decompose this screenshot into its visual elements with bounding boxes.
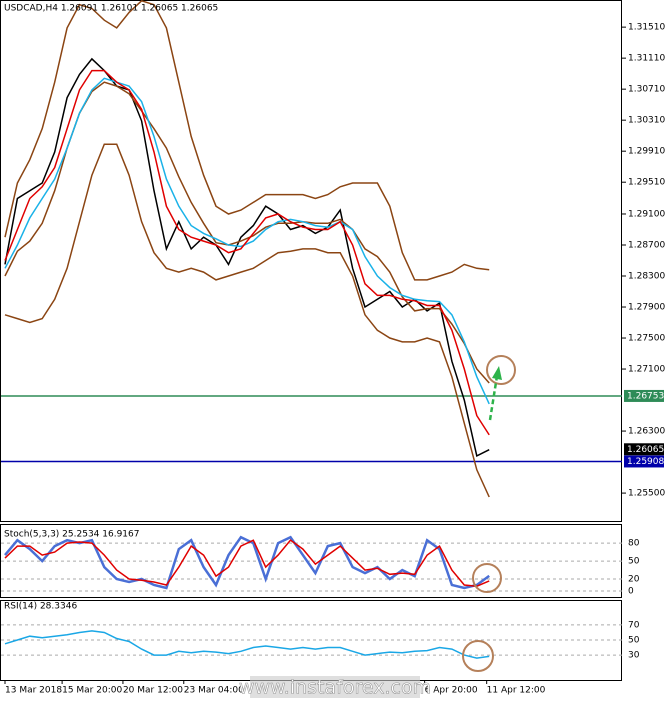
y-tick-label: 50 (628, 636, 640, 646)
annotation-circle (486, 355, 516, 385)
y-tick-label: 80 (628, 539, 640, 549)
x-tick-label: 23 Mar 04:00 (184, 686, 244, 696)
price-box (624, 443, 664, 456)
y-tick-label: 1.29100 (628, 209, 665, 219)
series-line (4, 77, 490, 405)
annotation-circle (462, 640, 494, 672)
annotation-circle (472, 563, 502, 593)
y-tick-label: 70 (628, 620, 640, 630)
price-box (624, 389, 664, 402)
x-tick-label: 13 Mar 2018 (5, 686, 62, 696)
y-tick-label: 20 (628, 575, 640, 585)
series-line (4, 69, 490, 436)
panel-title: RSI(14) 28.3346 (4, 602, 77, 612)
x-tick-label: 20 Mar 12:00 (123, 686, 183, 696)
price-label: 1.26753 (627, 391, 664, 401)
y-tick-label: 1.27500 (628, 334, 665, 344)
series-line (4, 143, 490, 498)
series-line (4, 539, 490, 587)
annotation-arrowhead (492, 366, 502, 380)
y-tick-label: 0 (628, 587, 634, 597)
series-line (4, 0, 490, 281)
y-tick-label: 1.29910 (628, 147, 665, 157)
price-label: 1.25908 (627, 457, 664, 467)
panel-title: Stoch(5,3,3) 25.2534 16.9167 (4, 530, 139, 540)
y-tick-label: 1.26300 (628, 427, 665, 437)
y-tick-label: 1.31110 (628, 54, 665, 64)
y-tick-label: 1.27100 (628, 365, 665, 375)
y-tick-label: 1.28300 (628, 272, 665, 282)
price-box (624, 455, 664, 468)
main-panel (0, 0, 622, 522)
series-line (4, 630, 490, 659)
x-tick-label: 11 Apr 12:00 (487, 686, 546, 696)
y-tick-label: 50 (628, 557, 640, 567)
y-tick-label: 1.25500 (628, 489, 665, 499)
watermark: www.instaforex.com (239, 677, 431, 699)
chart-title: USDCAD,H4 1.26091 1.26101 1.26065 1.2606… (4, 4, 218, 14)
price-label: 1.26065 (627, 445, 664, 455)
x-tick-label: 15 Mar 20:00 (62, 686, 122, 696)
y-tick-label: 1.29510 (628, 178, 665, 188)
x-tick-label: 6 Apr 20:00 (425, 686, 478, 696)
y-tick-label: 1.31510 (628, 23, 665, 33)
y-tick-label: 1.30710 (628, 85, 665, 95)
y-tick-label: 1.27900 (628, 303, 665, 313)
watermark-bg (250, 676, 420, 698)
y-tick-label: 1.30310 (628, 116, 665, 126)
y-tick-label: 1.28700 (628, 240, 665, 250)
y-tick-label: 30 (628, 651, 640, 661)
